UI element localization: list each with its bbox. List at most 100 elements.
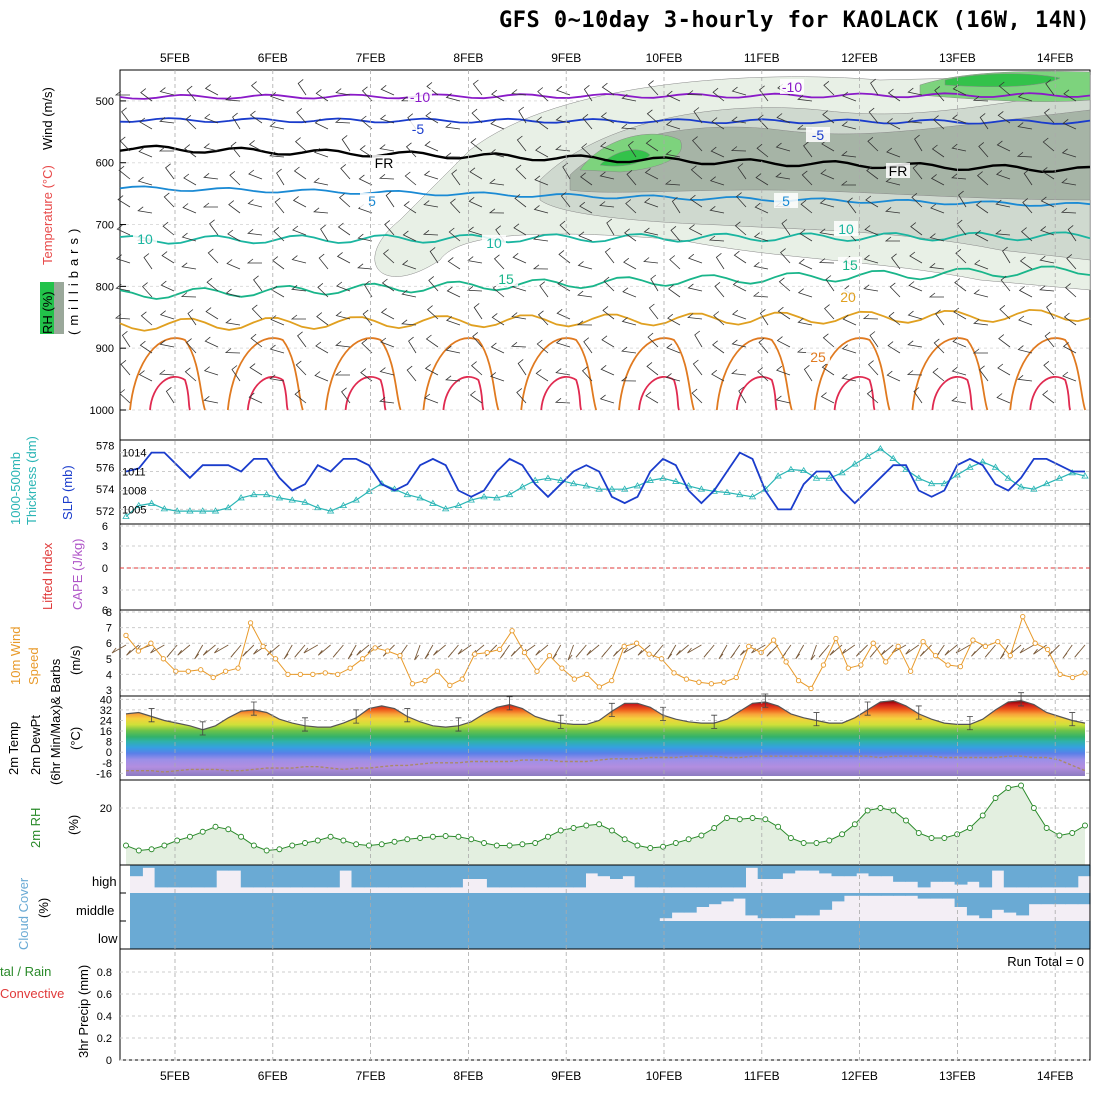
- wind-barb: [626, 169, 637, 186]
- rh2m-point: [685, 836, 692, 843]
- wind-barb: [537, 87, 549, 102]
- cloud-bar: [954, 865, 968, 885]
- wind-barb: [1018, 315, 1033, 326]
- rh2m-point: [545, 833, 551, 840]
- thickness-point: [659, 474, 667, 481]
- wind-barb: [336, 281, 351, 292]
- wind-barb: [231, 365, 241, 382]
- temp2m-tick-label: -16: [96, 768, 112, 780]
- wind-barb: [426, 82, 439, 96]
- rh2m-point: [212, 823, 219, 830]
- wind10-point: [322, 670, 328, 676]
- cloud-bar: [819, 865, 833, 874]
- cloud-bar: [1065, 893, 1079, 905]
- wind-barb: [759, 85, 769, 102]
- wind-barb: [737, 163, 747, 180]
- lifted-index-panel: 6 3 0 3 6: [102, 521, 1091, 617]
- li-tick-label: 6: [102, 605, 108, 617]
- wind-barb: [314, 118, 329, 130]
- cloud-cover-bars: [130, 865, 1091, 949]
- temp2m-minmax-bar: [762, 693, 769, 708]
- cloud-bar: [831, 921, 845, 949]
- wind-barb: [1002, 246, 1011, 264]
- rh2m-point: [941, 835, 948, 841]
- wind-barb: [914, 134, 923, 152]
- wind-barb: [577, 290, 593, 298]
- isotherm-label-bg: [133, 231, 157, 246]
- cloud-bar: [376, 893, 390, 921]
- thickness-point: [135, 501, 143, 508]
- rh2m-point: [442, 833, 449, 839]
- thickness-point: [505, 490, 514, 498]
- date-label: 11FEB: [744, 1069, 780, 1083]
- wind-barb: [648, 80, 659, 96]
- cloud-bar: [499, 921, 513, 949]
- wind-barb: [444, 152, 461, 158]
- wind-barb: [118, 165, 131, 180]
- wind-barb: [934, 86, 945, 102]
- isotherm-label: 25: [810, 349, 826, 365]
- thickness-point: [518, 483, 527, 490]
- cloud-bar: [696, 921, 710, 949]
- thickness-point: [927, 479, 936, 487]
- wind-barb: [271, 285, 285, 298]
- rh2m-point: [391, 838, 398, 845]
- temp2m-minmax-bars: [148, 692, 1076, 736]
- thickness-point: [416, 494, 424, 501]
- wind-barb: [182, 203, 197, 214]
- cloud-bar: [511, 865, 525, 888]
- thickness-point: [1004, 474, 1012, 481]
- thickness-point: [467, 496, 475, 503]
- rh2m-unit: (%): [66, 815, 81, 835]
- wind-barb: [974, 259, 989, 270]
- cloud-bar: [560, 865, 574, 888]
- rh-legend-swatch: [40, 282, 54, 334]
- wind10-barb: [457, 644, 472, 655]
- rh2m-point: [992, 795, 999, 801]
- isotherm-30: [246, 375, 289, 411]
- rh2m-point: [250, 842, 257, 849]
- wind-barb: [975, 200, 989, 214]
- cloud-bar: [979, 893, 993, 919]
- wind-barb: [908, 281, 923, 292]
- wind-barb: [841, 373, 857, 382]
- wind10-barb: [1047, 644, 1060, 657]
- cloud-bar: [302, 893, 316, 921]
- wind-barb: [753, 261, 769, 270]
- thickness-label-a: 1000-500mb: [8, 452, 23, 525]
- isotherm-30: [931, 375, 974, 411]
- wind-barb: [687, 253, 703, 264]
- wind-barb: [204, 113, 219, 124]
- wind-barb: [361, 338, 373, 354]
- isotherm-30: [442, 375, 485, 411]
- cloud-bar: [413, 921, 426, 949]
- wind-barb: [247, 199, 263, 208]
- wind10-barb: [433, 644, 446, 656]
- wind-barb: [207, 248, 219, 264]
- thickness-point: [851, 460, 859, 467]
- isotherm-label-bg: [806, 349, 830, 364]
- wind-barb: [159, 339, 175, 348]
- isotherm-label-bg: [836, 289, 860, 304]
- wind-barb: [405, 142, 417, 158]
- wind10-point: [285, 671, 291, 678]
- wind10-barb: [687, 644, 702, 654]
- wind-barb: [381, 278, 395, 292]
- cloud-bar: [166, 921, 180, 949]
- cloud-bar: [659, 865, 673, 888]
- slp-tick-label: 1014: [122, 448, 146, 460]
- wind-barb: [752, 291, 769, 298]
- wind-barb: [341, 135, 351, 152]
- cloud-bar: [203, 865, 217, 888]
- cloud-bar: [597, 893, 611, 921]
- wind-barb: [645, 391, 659, 404]
- wind-barb: [884, 236, 900, 242]
- cloud-bar: [1053, 921, 1066, 949]
- wind-barb: [318, 253, 329, 270]
- cloud-bar: [856, 921, 870, 949]
- wind-barb: [973, 318, 989, 326]
- wind10-point: [770, 637, 777, 643]
- wind-barb: [869, 331, 879, 348]
- wind-barb: [599, 201, 615, 208]
